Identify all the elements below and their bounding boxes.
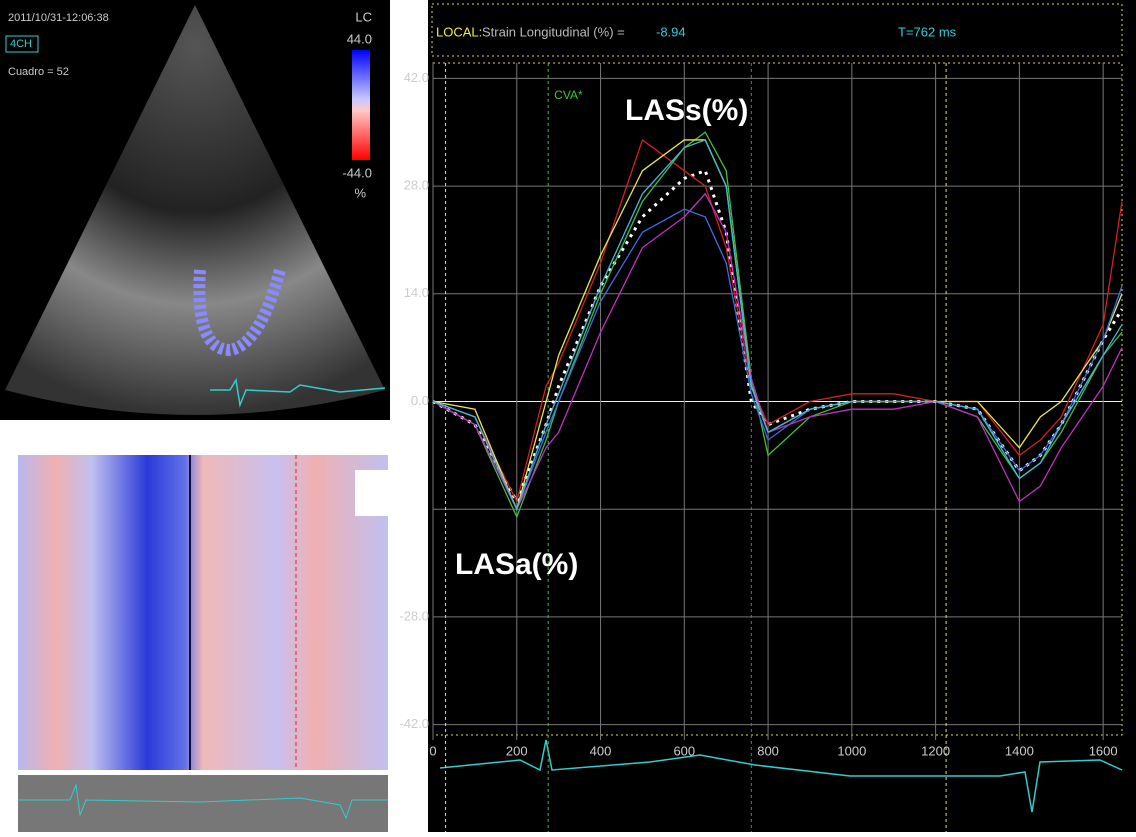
x-tick-label: 800 bbox=[757, 743, 779, 758]
scale-max: 44.0 bbox=[347, 31, 372, 46]
scale-unit: % bbox=[354, 185, 366, 200]
x-tick-label: 200 bbox=[506, 743, 528, 758]
timestamp: 2011/10/31-12:06:38 bbox=[8, 12, 109, 24]
y-tick-label: 14.0 bbox=[404, 285, 429, 300]
strain-map bbox=[18, 455, 388, 770]
header-time: T=762 ms bbox=[898, 24, 957, 39]
header-measure: Strain Longitudinal (%) = bbox=[482, 24, 625, 39]
frame: Cuadro = 52 bbox=[8, 66, 69, 78]
scale-name: LC bbox=[355, 9, 372, 24]
x-tick-label: 400 bbox=[590, 743, 612, 758]
color-bar bbox=[352, 50, 370, 160]
x-tick-label: 0 bbox=[429, 743, 436, 758]
header-mode: LOCAL: bbox=[436, 24, 482, 39]
scale-min: -44.0 bbox=[342, 165, 372, 180]
annotation: LASs(%) bbox=[625, 94, 748, 127]
view: 4CH bbox=[10, 38, 32, 50]
y-tick-label: 0.0 bbox=[411, 393, 429, 408]
y-tick-label: -42.0 bbox=[399, 716, 429, 731]
y-tick-label: 42.0 bbox=[404, 70, 429, 85]
y-tick-label: 28.0 bbox=[404, 178, 429, 193]
y-tick-label: -28.0 bbox=[399, 608, 429, 623]
chart-bg bbox=[428, 0, 1136, 832]
x-tick-label: 1200 bbox=[921, 743, 950, 758]
x-tick-label: 1400 bbox=[1005, 743, 1034, 758]
x-tick-label: 600 bbox=[673, 743, 695, 758]
screen: 2011/10/31-12:06:38 4CH Cuadro = 52 LC 4… bbox=[0, 0, 1136, 832]
annotation: LASa(%) bbox=[455, 548, 578, 581]
event-label: CVA* bbox=[554, 88, 583, 102]
header-value: -8.94 bbox=[656, 24, 686, 39]
x-tick-label: 1000 bbox=[837, 743, 866, 758]
x-tick-label: 1600 bbox=[1089, 743, 1118, 758]
